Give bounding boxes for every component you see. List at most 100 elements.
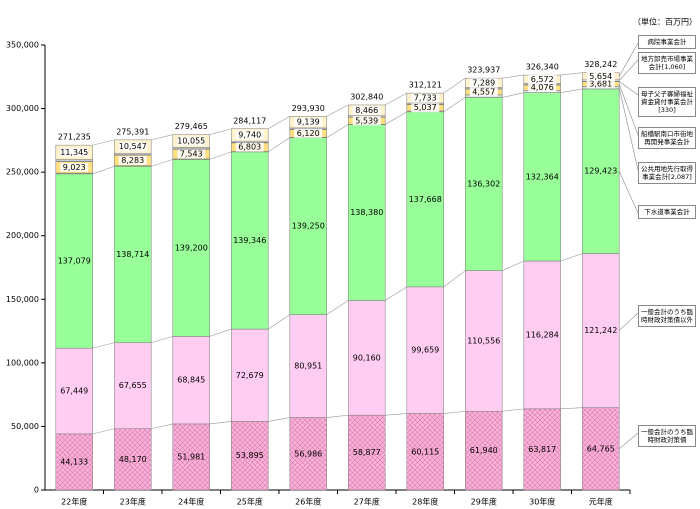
data-label: 138,714 (116, 250, 149, 259)
label-bg (411, 103, 440, 113)
label-bg (352, 116, 381, 126)
label-bg (411, 93, 440, 103)
y-tick-label: 200,000 (6, 231, 39, 240)
data-label: 6,572 (531, 75, 554, 84)
data-label: 72,679 (236, 371, 264, 380)
data-label: 90,160 (353, 353, 381, 362)
label-bg (586, 71, 615, 81)
x-tick-label: 24年度 (178, 497, 204, 507)
total-label: 326,340 (526, 63, 559, 72)
legend-leader (618, 42, 639, 77)
bar-segment (523, 408, 561, 491)
total-bg (467, 65, 500, 76)
data-label: 67,449 (60, 387, 88, 396)
data-label: 121,242 (584, 326, 617, 335)
total-label: 279,465 (175, 122, 208, 131)
connector-line (92, 139, 115, 146)
connector-line (326, 300, 349, 315)
total-label: 302,840 (350, 92, 383, 101)
bar-segment (114, 342, 152, 430)
y-tick-label: 150,000 (6, 295, 39, 304)
total-label: 284,117 (233, 116, 266, 125)
data-label: 11,345 (60, 148, 88, 157)
data-label: 58,877 (353, 448, 381, 457)
connector-line (560, 253, 583, 262)
bar-segment (348, 124, 386, 301)
data-label: 6,803 (238, 143, 261, 152)
data-label: 6,120 (297, 129, 320, 138)
legend-entry: 下水道事業会計 (638, 205, 696, 219)
bar-segment (348, 414, 386, 491)
label-bg (294, 117, 323, 127)
y-tick-label: 100,000 (6, 358, 39, 367)
data-label: 139,346 (233, 236, 266, 245)
bar-segment (406, 111, 444, 288)
connector-line (443, 410, 466, 414)
label-bg (177, 149, 206, 159)
data-label: 4,076 (531, 83, 554, 92)
legend-leader (618, 83, 639, 136)
x-tick-label: 26年度 (295, 497, 321, 507)
label-bg (118, 142, 147, 152)
bar-segment (523, 260, 561, 410)
bar-segment (348, 300, 386, 416)
total-label: 271,235 (58, 133, 91, 142)
label-bg (235, 130, 264, 140)
connector-line (209, 421, 232, 425)
label-bg (118, 155, 147, 165)
y-tick-label: 350,000 (6, 41, 39, 50)
connector-line (502, 92, 524, 98)
data-label: 67,655 (119, 381, 147, 390)
legend-leader (619, 81, 639, 96)
y-tick-label: 300,000 (6, 104, 39, 113)
total-bg (175, 121, 208, 132)
bar-segment (231, 151, 269, 330)
total-label: 328,242 (584, 60, 617, 69)
data-label: 4,557 (472, 87, 495, 96)
data-label: 5,654 (589, 72, 612, 81)
total-bg (409, 80, 442, 91)
legend-leader (618, 59, 639, 81)
label-bg (586, 79, 615, 89)
data-label: 60,115 (411, 447, 439, 456)
label-bg (60, 162, 89, 172)
x-tick-label: 25年度 (237, 497, 263, 507)
x-tick-label: 29年度 (471, 497, 497, 507)
connector-line (443, 77, 466, 94)
legend-entry: 母子父子寡婦福祉資金貸付事業会計[330] (638, 87, 696, 117)
bar-segment (465, 270, 503, 412)
connector-line (502, 74, 524, 79)
bar-segment (55, 173, 93, 349)
data-label: 10,547 (119, 142, 147, 151)
legend-leader (618, 171, 639, 214)
connector-line (92, 166, 115, 175)
legend-entry: 船橋駅南口市街地再開発事業会計 (638, 127, 696, 149)
connector-line (326, 124, 349, 138)
total-bg (526, 62, 559, 73)
bar-segment (582, 253, 620, 408)
connector-line (151, 159, 173, 167)
data-label: 8,466 (355, 106, 378, 115)
label-bg (469, 78, 498, 88)
legend-leader (618, 87, 639, 171)
data-label: 5,539 (355, 116, 378, 125)
data-label: 61,940 (470, 446, 498, 455)
legend-entry: 地方卸売市場事業会計[1,060] (638, 52, 696, 74)
data-label: 64,765 (587, 444, 615, 453)
connector-line (443, 270, 466, 288)
connector-line (268, 314, 290, 330)
bar-segment (406, 286, 444, 414)
total-bg (584, 59, 617, 70)
data-label: 7,733 (414, 94, 437, 103)
total-bg (58, 132, 91, 143)
x-tick-label: 22年度 (61, 497, 87, 507)
bar-segment (289, 314, 327, 418)
connector-line (326, 104, 349, 117)
bar-segment (172, 159, 210, 337)
total-bg (292, 103, 325, 114)
bar-segment (289, 417, 327, 491)
data-label: 136,302 (467, 180, 500, 189)
connector-line (92, 342, 115, 349)
data-label: 56,986 (294, 449, 322, 458)
bar-segment (406, 413, 444, 491)
